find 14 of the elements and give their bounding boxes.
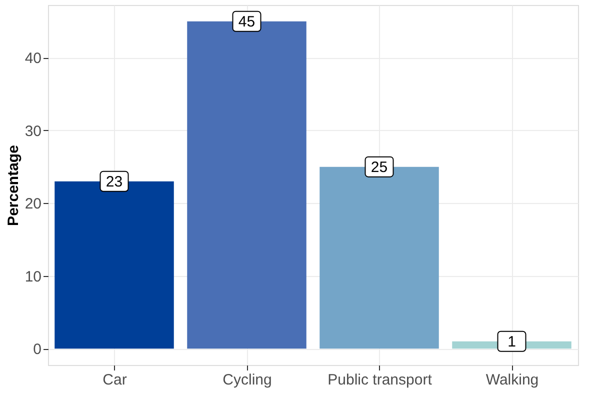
y-axis-title: Percentage (4, 145, 22, 226)
data-label: 25 (370, 158, 388, 176)
x-tick-label: Car (102, 372, 127, 388)
y-tick-label: 30 (24, 122, 42, 140)
y-tick-label: 10 (24, 268, 42, 286)
data-label: 45 (238, 13, 256, 30)
x-tick-label: Cycling (222, 372, 272, 388)
y-tick-label: 0 (33, 341, 42, 358)
x-tick-label: Public transport (328, 372, 433, 388)
y-tick-label: 40 (24, 50, 42, 68)
data-label: 1 (508, 333, 516, 350)
x-tick-label: Walking (486, 372, 539, 388)
y-tick-label: 20 (24, 196, 42, 213)
data-label: 23 (106, 173, 123, 190)
